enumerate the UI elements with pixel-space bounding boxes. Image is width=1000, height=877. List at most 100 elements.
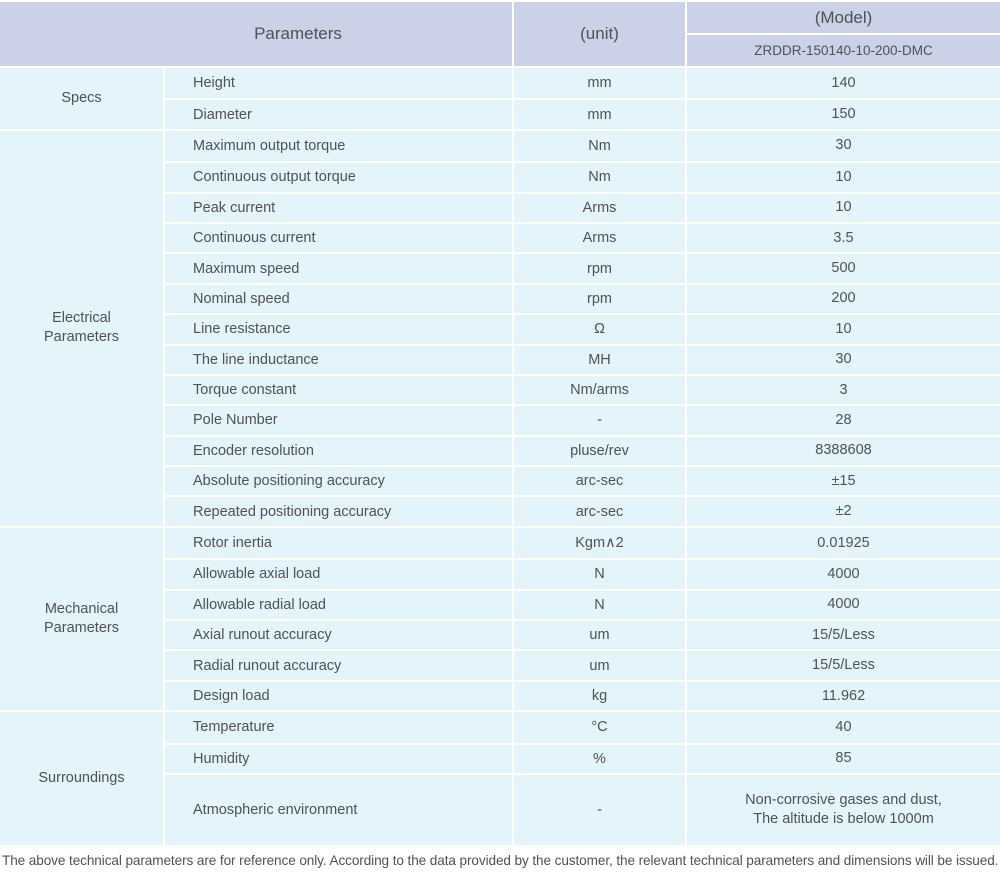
param-unit: mm [512, 68, 685, 99]
table-row: Rotor inertia Kgm∧2 0.01925 [163, 527, 1000, 559]
table-row: Torque constant Nm/arms 3 [163, 373, 1000, 405]
header-model: (Model) ZRDDR-150140-10-200-DMC [685, 2, 1000, 66]
header-parameters: Parameters [254, 24, 342, 43]
section-rows: Temperature °C 40 Humidity% 85 Atmospheric en… [163, 712, 1000, 845]
param-unit: arc-sec [512, 497, 685, 526]
group-label: Electrical Parameters [0, 131, 163, 526]
section-rows: Height mm 140 Diameter mm 150 [163, 68, 1000, 129]
param-value: 150 [685, 100, 1000, 129]
param-name: Temperature [163, 712, 512, 743]
section-rows: Maximum output torque Nm 30 Continuous outp… [163, 130, 1000, 526]
param-name: Allowable radial load [163, 590, 512, 620]
group-label: Specs [0, 68, 163, 129]
param-value: 28 [685, 406, 1000, 435]
param-value: 0.01925 [685, 527, 1000, 559]
param-value: 3.5 [685, 223, 1000, 253]
param-name: Line resistance [163, 315, 512, 344]
param-unit: arc-sec [512, 467, 685, 496]
param-unit: rpm [512, 284, 685, 314]
param-unit: Ω [512, 315, 685, 344]
spec-table: Parameters (unit) (Model) ZRDDR-150140-1… [0, 2, 1000, 845]
table-row: Nominal speed rpm 200 [163, 282, 1000, 314]
table-row: Maximum output torque Nm 30 [163, 130, 1000, 162]
group-label-line: Electrical [52, 310, 111, 327]
param-unit: um [512, 651, 685, 680]
param-unit: Nm [512, 163, 685, 192]
table-row: Line resistance Ω 10 [163, 313, 1000, 344]
param-value: 500 [685, 254, 1000, 283]
param-unit: um [512, 621, 685, 650]
param-value: 140 [685, 68, 1000, 99]
param-value: 8388608 [685, 436, 1000, 466]
param-unit: - [512, 406, 685, 435]
param-value: 15/5/Less [685, 651, 1000, 680]
table-section: Surroundings Temperature °C 40 Humidity% 85 At… [0, 710, 1000, 845]
param-value: ±2 [685, 497, 1000, 526]
param-unit: °C [512, 712, 685, 743]
param-unit: N [512, 590, 685, 620]
param-value: ±15 [685, 467, 1000, 496]
table-row: Diameter mm 150 [163, 98, 1000, 129]
param-value-line: The altitude is below 1000m [753, 810, 934, 827]
param-name: Repeated positioning accuracy [163, 497, 512, 526]
table-body: Specs Height mm 140 Diameter mm 150 Electrical P… [0, 66, 1000, 845]
param-unit: mm [512, 100, 685, 129]
param-name: Humidity [163, 744, 512, 773]
group-label-line: Mechanical [44, 601, 119, 618]
table-header: Parameters (unit) (Model) ZRDDR-150140-1… [0, 2, 1000, 66]
param-unit: % [512, 744, 685, 773]
table-row: Continuous output torque Nm 10 [163, 161, 1000, 192]
table-row: Absolute positioning accuracy arc-sec ±15 [163, 465, 1000, 496]
table-row: Allowable axial load N 4000 [163, 558, 1000, 589]
param-value: 11.962 [685, 681, 1000, 711]
param-name: Axial runout accuracy [163, 621, 512, 650]
param-name: Peak current [163, 193, 512, 222]
param-unit: - [512, 774, 685, 845]
param-unit: Nm [512, 130, 685, 162]
param-name: Encoder resolution [163, 436, 512, 466]
param-unit: N [512, 560, 685, 589]
param-name: Continuous current [163, 223, 512, 253]
param-value: 30 [685, 130, 1000, 162]
param-name: Height [163, 68, 512, 99]
param-name: Maximum output torque [163, 130, 512, 162]
model-label: (Model) [814, 7, 873, 27]
table-row: Atmospheric environment - Non-corrosive ga… [163, 772, 1000, 845]
table-row: Humidity% 85 [163, 742, 1000, 773]
param-name: Nominal speed [163, 284, 512, 314]
param-name: Allowable axial load [163, 560, 512, 589]
table-row: Radial runout accuracy um 15/5/Less [163, 649, 1000, 680]
param-unit: kg [512, 681, 685, 711]
header-unit: (unit) [512, 2, 685, 66]
param-unit: Kgm∧2 [512, 527, 685, 559]
table-row: Height mm 140 [163, 68, 1000, 99]
table-row: Peak current Arms 10 [163, 191, 1000, 222]
table-row: Design load kg 11.962 [163, 679, 1000, 711]
param-value: 4000 [685, 560, 1000, 589]
param-name: Diameter [163, 100, 512, 129]
param-unit: Nm/arms [512, 375, 685, 405]
param-value: 10 [685, 315, 1000, 344]
param-value: 10 [685, 193, 1000, 222]
table-row: Maximum speed rpm 500 [163, 252, 1000, 283]
section-rows: Rotor inertia Kgm∧2 0.01925 Allowable axial… [163, 527, 1000, 711]
table-row: The line inductance MH 30 [163, 343, 1000, 374]
param-value: 10 [685, 163, 1000, 192]
group-label: Surroundings [0, 712, 163, 845]
group-label: Mechanical Parameters [0, 528, 163, 710]
param-value: 200 [685, 284, 1000, 314]
param-value: 30 [685, 345, 1000, 374]
param-name: Maximum speed [163, 254, 512, 283]
table-section: Electrical Parameters Maximum output torqu… [0, 128, 1000, 526]
param-unit: pluse/rev [512, 436, 685, 466]
footnote: The above technical parameters are for r… [2, 853, 999, 868]
param-unit: rpm [512, 254, 685, 283]
table-row: Continuous current Arms 3.5 [163, 221, 1000, 253]
group-label-line: Parameters [44, 329, 119, 346]
param-value: 3 [685, 375, 1000, 405]
param-value: 15/5/Less [685, 621, 1000, 650]
param-value: 85 [685, 744, 1000, 773]
param-name: The line inductance [163, 345, 512, 374]
param-value-line: Non-corrosive gases and dust, [745, 791, 942, 808]
